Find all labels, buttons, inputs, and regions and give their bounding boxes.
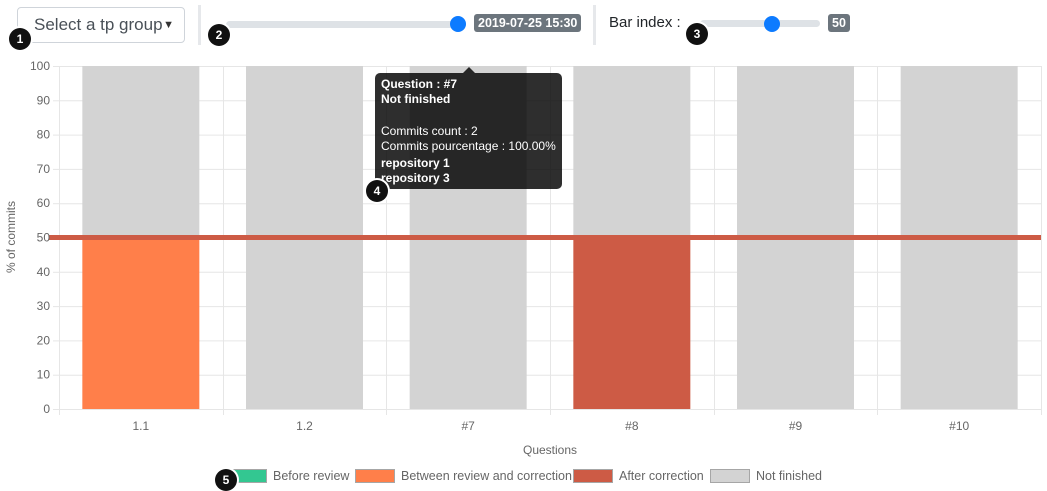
- tp-group-select[interactable]: Select a tp group ▼: [17, 7, 185, 43]
- x-tick-label: #8: [625, 419, 639, 433]
- y-tick-label: 30: [37, 299, 51, 313]
- tooltip-arrow: [463, 67, 475, 73]
- y-tick-label: 0: [43, 402, 50, 416]
- y-tick-label: 50: [37, 231, 51, 245]
- y-tick-label: 10: [37, 368, 51, 382]
- x-axis-label: Questions: [523, 443, 577, 457]
- x-tick-label: 1.1: [132, 419, 149, 433]
- legend-item-before-review[interactable]: Before review: [227, 469, 349, 483]
- bar-segment: [82, 237, 200, 409]
- bar-segment: [573, 66, 691, 238]
- y-tick-label: 60: [37, 196, 51, 210]
- separator: [198, 5, 201, 45]
- annotation-marker: 1: [9, 28, 31, 50]
- x-tick-label: #10: [949, 419, 969, 433]
- y-tick-label: 20: [37, 333, 51, 347]
- annotation-marker: 2: [208, 24, 230, 46]
- annotation-marker: 3: [686, 23, 708, 45]
- date-slider-track[interactable]: [226, 21, 466, 28]
- bar-index-slider-track[interactable]: [700, 20, 820, 27]
- legend-swatch: [355, 469, 395, 483]
- annotation-marker: 5: [215, 469, 237, 491]
- y-tick-label: 80: [37, 128, 51, 142]
- tooltip-title: Question : #7: [381, 77, 458, 91]
- legend-item-between-review-and-correction[interactable]: Between review and correction: [355, 469, 572, 483]
- tp-group-select-value: Select a tp group: [34, 15, 163, 34]
- y-tick-label: 90: [37, 93, 51, 107]
- legend-label: After correction: [619, 469, 704, 483]
- bar-tooltip: Question : #7 Not finished Commits count…: [375, 67, 562, 189]
- legend-item-after-correction[interactable]: After correction: [573, 469, 704, 483]
- caret-down-icon: ▼: [163, 19, 174, 31]
- x-tick-label: 1.2: [296, 419, 313, 433]
- legend-label: Between review and correction: [401, 469, 572, 483]
- legend-label: Before review: [273, 469, 350, 483]
- legend-label: Not finished: [756, 469, 823, 483]
- date-slider-value: 2019-07-25 15:30: [474, 14, 582, 32]
- tooltip-commits-count: Commits count : 2: [381, 124, 478, 138]
- bar-index-value: 50: [828, 14, 850, 32]
- separator: [593, 5, 596, 45]
- bar-index-label: Bar index :: [609, 14, 681, 31]
- bar-index-slider-thumb[interactable]: [764, 16, 780, 32]
- y-tick-label: 100: [30, 59, 50, 73]
- tooltip-commits-percentage: Commits pourcentage : 100.00%: [381, 139, 556, 153]
- legend-swatch: [573, 469, 613, 483]
- bar-segment: [573, 237, 691, 409]
- annotation-marker: 4: [366, 180, 388, 202]
- legend-item-not-finished[interactable]: Not finished: [710, 469, 822, 483]
- y-tick-label: 70: [37, 162, 51, 176]
- y-tick-label: 40: [37, 265, 51, 279]
- tooltip-repository: repository 3: [381, 171, 450, 185]
- tooltip-status: Not finished: [381, 92, 451, 106]
- legend-swatch: [710, 469, 750, 483]
- y-axis-label: % of commits: [4, 201, 18, 273]
- bar-segment: [82, 66, 200, 238]
- x-tick-label: #9: [789, 419, 803, 433]
- date-slider-thumb[interactable]: [450, 16, 466, 32]
- tooltip-repository: repository 1: [381, 156, 450, 170]
- x-tick-label: #7: [461, 419, 475, 433]
